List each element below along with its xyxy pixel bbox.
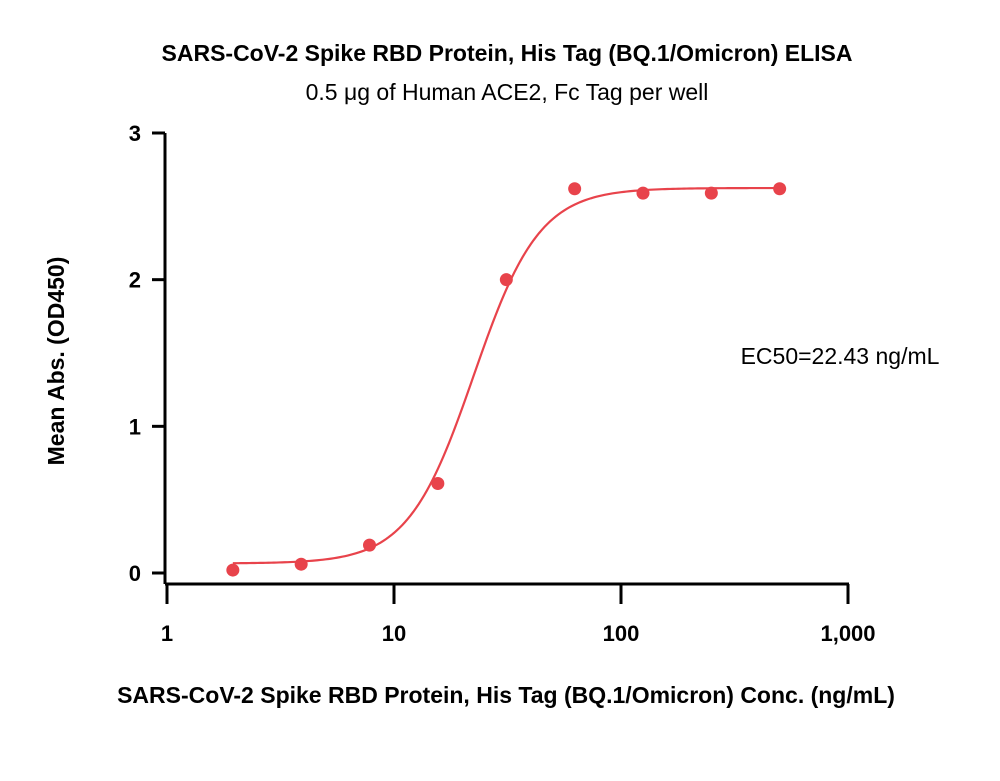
y-tick-label: 0 — [129, 561, 141, 586]
data-points — [226, 182, 787, 577]
data-point — [704, 186, 718, 200]
x-axis: 1 10 100 1,000 — [161, 582, 876, 646]
x-axis-label: SARS-CoV-2 Spike RBD Protein, His Tag (B… — [117, 682, 895, 708]
x-tick-label: 1,000 — [820, 621, 875, 646]
x-tick-label: 100 — [603, 621, 640, 646]
y-axis: 0 1 2 3 — [129, 121, 167, 586]
data-point — [499, 273, 513, 287]
x-tick-label: 1 — [161, 621, 173, 646]
y-axis-label: Mean Abs. (OD450) — [43, 257, 69, 466]
data-point — [294, 557, 308, 571]
chart-subtitle: 0.5 μg of Human ACE2, Fc Tag per well — [306, 79, 709, 105]
y-tick-label: 1 — [129, 414, 141, 439]
data-point — [568, 182, 582, 196]
fit-curve — [232, 186, 780, 565]
y-tick-label: 3 — [129, 121, 141, 146]
data-point — [773, 182, 787, 196]
chart-title: SARS-CoV-2 Spike RBD Protein, His Tag (B… — [162, 40, 853, 66]
data-point — [363, 538, 377, 552]
x-tick-label: 10 — [382, 621, 406, 646]
data-point — [226, 563, 240, 577]
ec50-annotation: EC50=22.43 ng/mL — [741, 343, 940, 369]
data-point — [431, 477, 445, 491]
y-tick-label: 2 — [129, 268, 141, 293]
data-point — [636, 186, 650, 200]
